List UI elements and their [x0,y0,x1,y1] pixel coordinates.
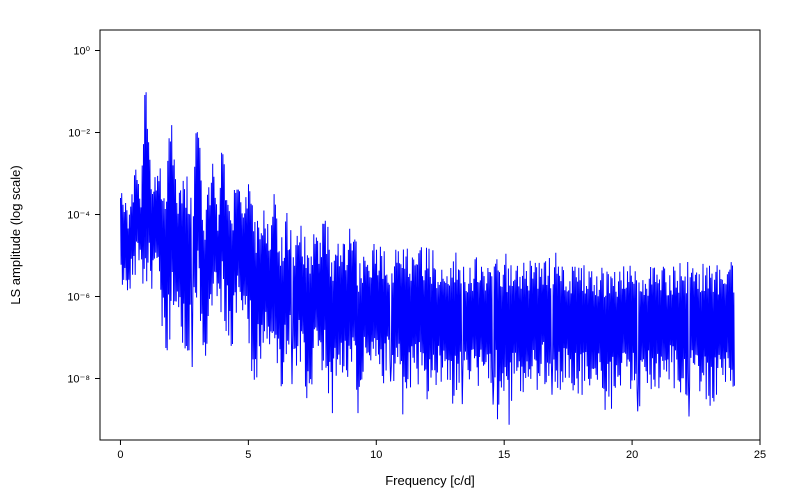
spectrum-trace [121,92,735,425]
x-tick-label: 25 [754,449,766,461]
y-tick-label: 10⁰ [73,46,90,58]
x-axis-label: Frequency [c/d] [385,473,475,488]
spectrum-chart: 0 5 10 15 20 25 10⁻⁸ 10⁻⁶ 10⁻⁴ 10⁻² 10⁰ Frequency [… [0,0,800,500]
x-tick-label: 0 [117,449,123,461]
x-tick-label: 20 [626,449,638,461]
x-tick-label: 10 [370,449,382,461]
chart-container: 0 5 10 15 20 25 10⁻⁸ 10⁻⁶ 10⁻⁴ 10⁻² 10⁰ Frequency [… [0,0,800,500]
y-tick-label: 10⁻² [68,128,90,140]
y-tick-label: 10⁻⁴ [67,210,90,222]
y-axis-label: LS amplitude (log scale) [8,165,23,304]
y-tick-label: 10⁻⁸ [67,374,90,386]
x-tick-label: 15 [498,449,510,461]
x-tick-label: 5 [245,449,251,461]
y-tick-label: 10⁻⁶ [67,292,90,304]
